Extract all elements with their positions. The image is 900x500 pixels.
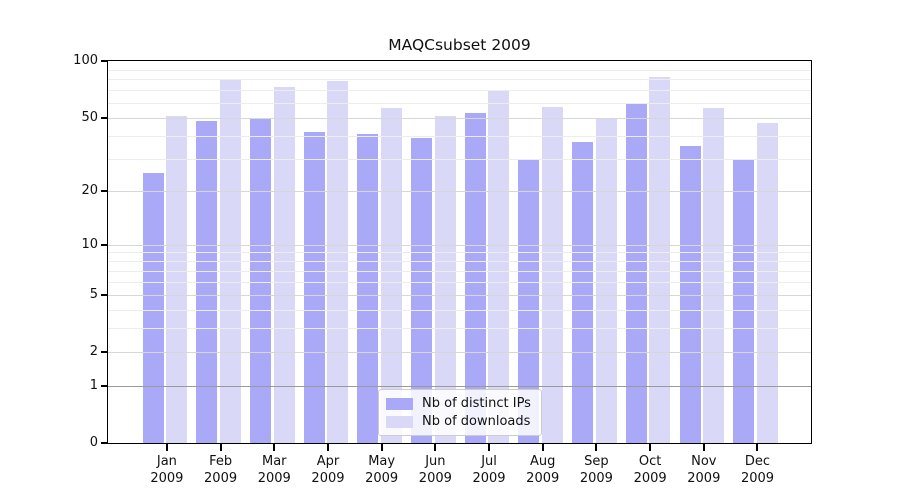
bar-downloads-nov (703, 108, 725, 443)
x-tick-label-may: May 2009 (365, 454, 399, 486)
x-tick-jun (434, 443, 437, 451)
bar-downloads-jun (434, 115, 456, 443)
gridline-1 (108, 385, 811, 387)
legend: Nb of distinct IPs Nb of downloads (378, 389, 542, 436)
gridline-5 (108, 294, 811, 296)
x-tick-label-feb: Feb 2009 (204, 454, 238, 486)
y-tick-50 (101, 116, 108, 119)
gridline-50 (108, 117, 811, 119)
x-tick-label-apr: Apr 2009 (311, 454, 345, 486)
x-tick-sep (595, 443, 598, 451)
bar-distinct-ips-sep (572, 141, 594, 443)
legend-item-downloads: Nb of downloads (386, 414, 531, 429)
x-tick-label-dec: Dec 2009 (740, 454, 775, 486)
gridline-minor (108, 328, 811, 330)
x-tick-jan (165, 443, 168, 451)
y-tick-10 (101, 243, 108, 246)
x-tick-jul (488, 443, 491, 451)
bar-downloads-jul (488, 90, 510, 443)
gridline-minor (108, 79, 811, 81)
x-tick-dec (756, 443, 759, 451)
x-tick-label-oct: Oct 2009 (633, 454, 667, 486)
gridline-minor (108, 69, 811, 71)
gridline-minor (108, 309, 811, 311)
y-tick-label-1: 1 (89, 377, 98, 393)
y-tick-5 (101, 293, 108, 296)
legend-item-distinct-ips: Nb of distinct IPs (386, 396, 531, 411)
x-tick-label-mar: Mar 2009 (257, 454, 291, 486)
gridline-2 (108, 352, 811, 354)
x-tick-label-jun: Jun 2009 (418, 454, 452, 486)
bar-downloads-aug (541, 106, 563, 443)
y-tick-label-0: 0 (89, 435, 98, 450)
gridline-minor (108, 135, 811, 137)
chart-title: MAQCsubset 2009 (388, 36, 531, 54)
bar-distinct-ips-may (357, 133, 379, 443)
gridline-minor (108, 158, 811, 160)
x-tick-label-sep: Sep 2009 (579, 454, 613, 486)
y-tick-label-50: 50 (81, 109, 98, 125)
legend-swatch-distinct-ips (386, 397, 413, 410)
bar-distinct-ips-oct (625, 102, 647, 443)
gridline-minor (108, 261, 811, 263)
x-tick-nov (702, 443, 705, 451)
x-tick-may (380, 443, 383, 451)
bar-downloads-may (380, 108, 402, 443)
bar-downloads-mar (273, 86, 295, 443)
x-tick-label-nov: Nov 2009 (687, 454, 721, 486)
x-tick-label-aug: Aug 2009 (526, 454, 560, 486)
x-tick-feb (219, 443, 222, 451)
y-tick-100 (101, 60, 108, 62)
x-tick-aug (541, 443, 544, 451)
y-tick-20 (101, 190, 108, 192)
gridline-minor (108, 270, 811, 272)
bar-distinct-ips-dec (733, 158, 755, 443)
gridline-minor (108, 252, 811, 254)
x-tick-label-jul: Jul 2009 (472, 454, 506, 486)
bar-distinct-ips-jun (411, 137, 433, 443)
gridline-minor (108, 102, 811, 104)
gridline-minor (108, 281, 811, 283)
gridline-minor (108, 90, 811, 92)
bar-distinct-ips-jul (464, 112, 486, 443)
x-tick-oct (649, 443, 652, 451)
bar-downloads-jan (166, 115, 188, 443)
x-tick-apr (326, 443, 329, 451)
bar-downloads-oct (649, 77, 671, 443)
bar-distinct-ips-nov (679, 146, 701, 443)
bar-distinct-ips-apr (303, 131, 325, 443)
legend-label-downloads: Nb of downloads (422, 414, 531, 429)
legend-label-distinct-ips: Nb of distinct IPs (422, 396, 531, 411)
y-tick-0 (101, 442, 108, 444)
y-tick-label-5: 5 (89, 286, 98, 302)
y-tick-2 (101, 351, 108, 354)
gridline-20 (108, 191, 811, 192)
legend-swatch-downloads (386, 415, 413, 428)
y-tick-label-20: 20 (81, 183, 98, 198)
y-tick-1 (101, 384, 108, 387)
bar-distinct-ips-mar (250, 117, 272, 443)
y-tick-label-2: 2 (89, 344, 98, 360)
gridline-10 (108, 244, 811, 246)
bar-distinct-ips-jan (142, 173, 164, 443)
bar-downloads-sep (595, 119, 617, 443)
x-tick-label-jan: Jan 2009 (150, 454, 184, 486)
y-tick-label-100: 100 (73, 53, 98, 68)
y-tick-label-10: 10 (81, 236, 98, 252)
bar-distinct-ips-aug (518, 158, 540, 443)
x-tick-mar (273, 443, 276, 451)
